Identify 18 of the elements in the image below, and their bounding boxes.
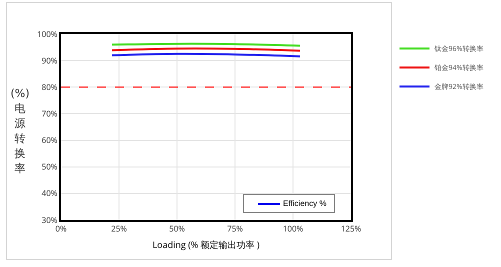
y-axis-title: (%)电源转换率: [9, 86, 31, 176]
x-tick-label: 25%: [111, 224, 128, 235]
y-tick-label: 100%: [37, 28, 58, 40]
y-tick-label: 40%: [42, 188, 58, 200]
annotation: Efficiency %: [283, 199, 326, 208]
x-tick-label: 125%: [340, 224, 362, 235]
y-tick-label: 50%: [42, 162, 58, 173]
y-tick-label: 90%: [42, 55, 58, 66]
legend-box: Efficiency %: [243, 194, 335, 213]
x-tick-label: 0%: [55, 224, 67, 235]
y-tick-label: 70%: [42, 108, 58, 120]
x-tick-label: 50%: [169, 224, 186, 235]
y-tick-label: 60%: [42, 135, 58, 146]
x-axis-title: Loading (% 额定输出功率 ): [152, 238, 260, 251]
y-tick-label: 30%: [42, 214, 58, 226]
y-tick-label: 80%: [42, 82, 58, 93]
x-tick-label: 100%: [282, 224, 304, 235]
x-tick-label: 75%: [227, 224, 244, 235]
